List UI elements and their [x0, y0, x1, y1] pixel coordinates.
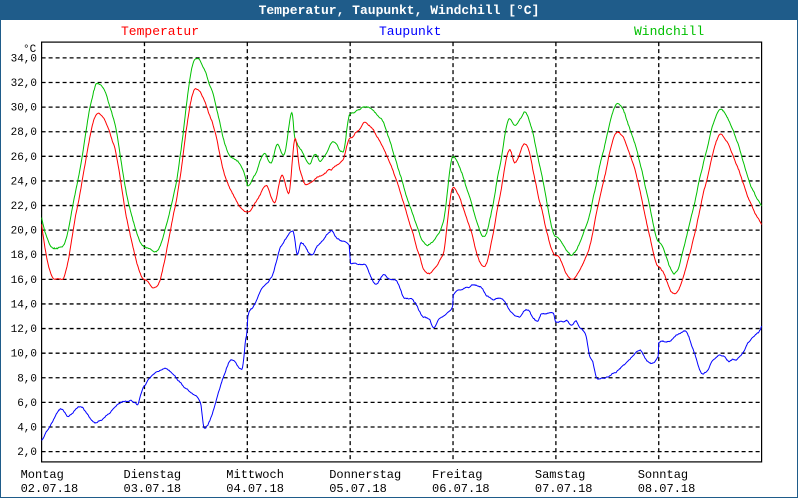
svg-text:07.07.18: 07.07.18	[535, 482, 593, 496]
svg-text:02.07.18: 02.07.18	[21, 482, 79, 496]
svg-text:Donnerstag: Donnerstag	[329, 468, 401, 482]
svg-text:20,0: 20,0	[11, 226, 37, 238]
svg-text:Samstag: Samstag	[535, 468, 585, 482]
svg-text:8,0: 8,0	[17, 373, 37, 385]
svg-text:10,0: 10,0	[11, 349, 37, 361]
svg-text:04.07.18: 04.07.18	[226, 482, 284, 496]
svg-text:2,0: 2,0	[17, 447, 37, 459]
svg-text:4,0: 4,0	[17, 423, 37, 435]
svg-text:28,0: 28,0	[11, 127, 37, 139]
svg-text:14,0: 14,0	[11, 300, 37, 312]
svg-text:6,0: 6,0	[17, 398, 37, 410]
svg-text:08.07.18: 08.07.18	[638, 482, 696, 496]
svg-text:18,0: 18,0	[11, 250, 37, 262]
svg-text:22,0: 22,0	[11, 201, 37, 213]
svg-text:Dienstag: Dienstag	[124, 468, 182, 482]
svg-text:Mittwoch: Mittwoch	[226, 468, 284, 482]
svg-text:Sonntag: Sonntag	[638, 468, 688, 482]
svg-text:24,0: 24,0	[11, 176, 37, 188]
svg-text:30,0: 30,0	[11, 103, 37, 115]
svg-text:05.07.18: 05.07.18	[329, 482, 387, 496]
svg-text:26,0: 26,0	[11, 152, 37, 164]
svg-text:03.07.18: 03.07.18	[124, 482, 182, 496]
svg-text:16,0: 16,0	[11, 275, 37, 287]
svg-text:06.07.18: 06.07.18	[432, 482, 490, 496]
svg-text:Freitag: Freitag	[432, 468, 482, 482]
svg-text:12,0: 12,0	[11, 324, 37, 336]
svg-text:32,0: 32,0	[11, 78, 37, 90]
svg-text:Montag: Montag	[21, 468, 64, 482]
svg-text:34,0: 34,0	[11, 53, 37, 65]
